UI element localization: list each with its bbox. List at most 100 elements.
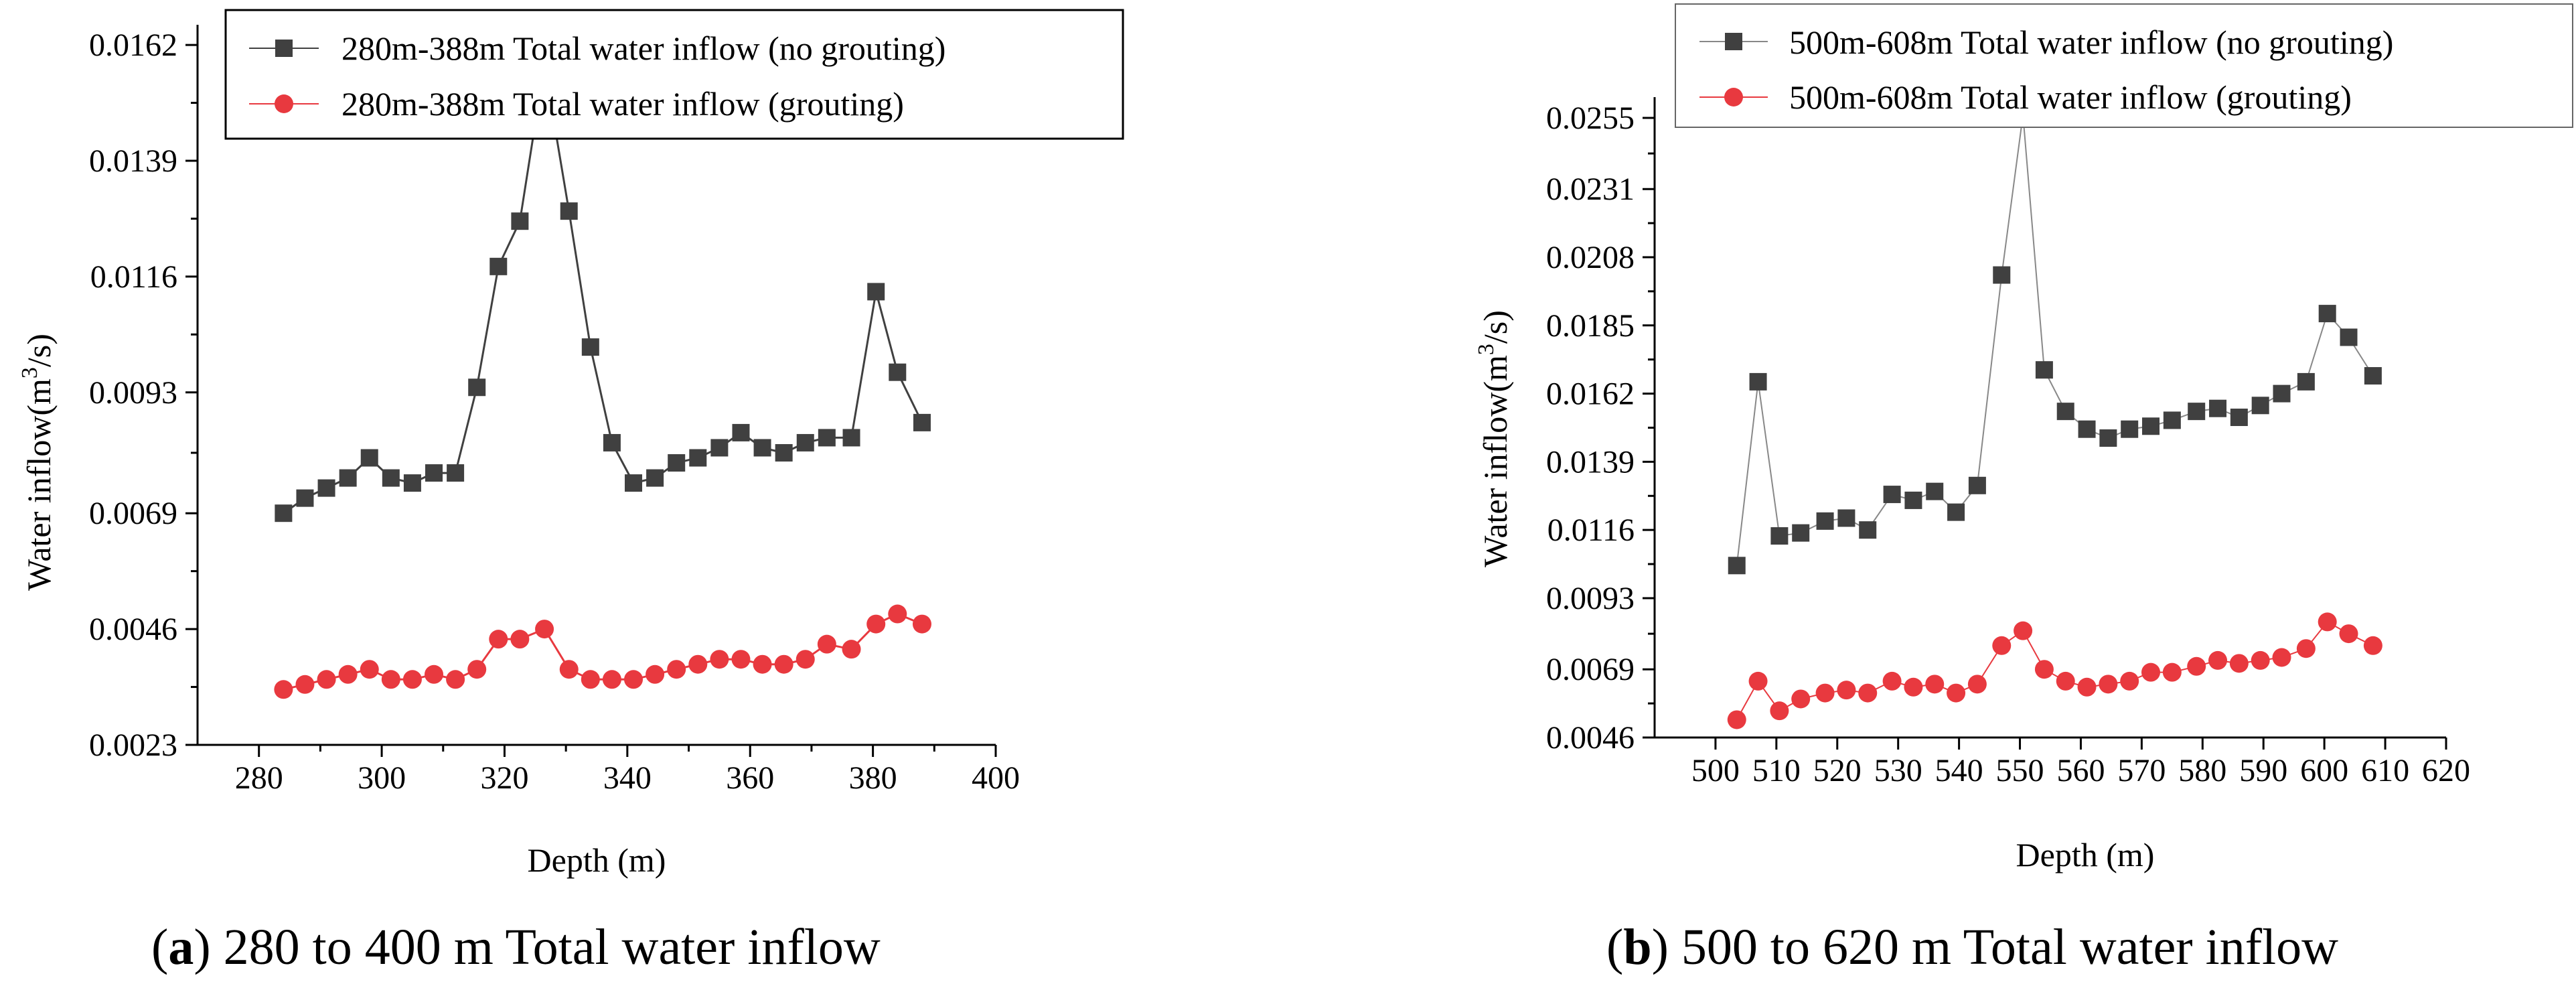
panel-b-series-1-point: [1925, 675, 1945, 694]
panel-a-x-tick-label: 340: [603, 760, 652, 796]
panel-b-y-title-main: Water inflow(m: [1476, 355, 1514, 567]
panel-b-legend-marker-no-grouting: [1725, 33, 1742, 50]
panel-b-series-0-point: [1947, 503, 1965, 521]
panel-b-x-tick-label: 560: [2056, 753, 2105, 788]
panel-a-caption-open: (: [151, 919, 168, 975]
panel-a-series-1-point: [360, 660, 379, 679]
panel-b-series-0-point: [1728, 557, 1746, 575]
panel-b-series-1-point: [2034, 660, 2054, 679]
panel-a-plot: 280 300 320 340 360 380 400 0.0023 0.0046 0.0069 0…: [89, 25, 1020, 796]
panel-b-x-tick-label: 620: [2422, 753, 2470, 788]
panel-b-series-1-point: [1882, 671, 1902, 691]
panel-a-series-0-point: [317, 479, 335, 497]
panel-a-series-1-point: [624, 670, 643, 689]
panel-b-series-0-point: [2230, 409, 2248, 426]
panel-b-x-tick-label: 610: [2361, 753, 2409, 788]
panel-b-y-axis-title: Water inflow(m3/s): [1474, 310, 1514, 567]
panel-a-series-0-point: [339, 469, 357, 487]
panel-a-series-0-point: [360, 449, 378, 467]
panel-b-series-1-point: [1837, 681, 1856, 700]
panel-b-y-title-sup: 3: [1474, 344, 1499, 355]
panel-b-series-1-point: [2141, 662, 2161, 682]
panel-b-series-0-point: [1993, 266, 2011, 284]
panel-a-series-1-point: [535, 620, 554, 639]
panel-a-x-tick-label: 400: [972, 760, 1020, 796]
panel-a-series-1-point: [753, 654, 772, 674]
panel-a-series-1-point: [295, 675, 315, 694]
panel-b-series-1-point: [1904, 677, 1923, 697]
panel-b-series-0-point: [2142, 417, 2160, 435]
panel-a-series-0-point: [796, 433, 814, 451]
panel-b-series-1-point: [2339, 624, 2358, 644]
panel-a-series-1-point: [888, 604, 907, 624]
panel-b-series-0-point: [2163, 411, 2181, 429]
panel-a-series-0-point: [489, 257, 508, 275]
panel-a-series-0-point: [732, 423, 750, 441]
panel-a-series-1-point: [317, 670, 336, 689]
panel-b-legend-label-no-grouting: 500m-608m Total water inflow (no groutin…: [1789, 23, 2393, 61]
panel-b-series-0-point: [2078, 420, 2096, 438]
panel-a-series-1-point: [510, 630, 530, 649]
panel-b-series-1-point: [2318, 612, 2337, 632]
panel-b-caption-text: ) 500 to 620 m Total water inflow: [1652, 919, 2339, 975]
panel-b-series-0-point: [2056, 403, 2074, 421]
panel-b-y-tick-label: 0.0255: [1546, 100, 1635, 136]
panel-b-series-1-point: [1815, 683, 1835, 703]
panel-a-caption: (a) 280 to 400 m Total water inflow: [151, 919, 881, 975]
panel-b-series-1-point: [2099, 675, 2118, 694]
panel-a-series-1-point: [710, 650, 729, 669]
panel-a-y-tick-label: 0.0116: [90, 259, 177, 295]
panel-a-series-1-point: [402, 670, 422, 689]
panel-b-legend-marker-grouting: [1724, 88, 1743, 107]
panel-a-series-1-point: [559, 660, 579, 679]
panel-b-series-0-point: [1859, 521, 1877, 539]
panel-a-y-title-end: /s): [20, 334, 58, 367]
panel-a-caption-text: ) 280 to 400 m Total water inflow: [194, 919, 881, 975]
panel-a-series-0-point: [889, 363, 907, 381]
panel-b: 500 510 520 530 540 550 560 570 580 590 600 610 620 0…: [1474, 3, 2573, 975]
panel-a-series-1-point: [274, 680, 293, 699]
panel-b-series-0-point: [2099, 429, 2117, 447]
panel-b-x-tick-label: 540: [1935, 753, 1983, 788]
panel-b-caption-open: (: [1606, 919, 1623, 975]
panel-a-series-0-point: [581, 338, 599, 356]
panel-b-series-1-point: [2162, 662, 2182, 682]
panel-b-series-1-point: [2229, 654, 2249, 673]
panel-b-x-tick-label: 580: [2178, 753, 2226, 788]
panel-a-legend-label-no-grouting: 280m-388m Total water inflow (no groutin…: [342, 29, 945, 67]
panel-b-series-0-point: [1926, 482, 1944, 500]
panel-b-series-0-point: [1837, 509, 1855, 527]
panel-b-series-1-point: [1858, 683, 1878, 703]
panel-b-series-1-point: [2296, 639, 2316, 658]
panel-b-x-tick-label: 600: [2300, 753, 2348, 788]
panel-b-series-1-point: [2187, 656, 2206, 676]
panel-a-y-tick-label: 0.0093: [89, 375, 177, 411]
panel-a-series-0-point: [775, 443, 793, 462]
panel-a-series-0-point: [275, 504, 293, 522]
panel-a-y-axis-title: Water inflow(m3/s): [17, 334, 58, 591]
panel-a-series-0-point: [382, 469, 400, 487]
panel-a-series-0-point: [625, 474, 643, 492]
panel-a-series-0-point: [468, 378, 486, 397]
panel-a-y-title-sup: 3: [17, 367, 42, 378]
panel-b-series-0-point: [1792, 524, 1810, 542]
panel-a-series-0-point: [818, 429, 836, 447]
panel-b-series-1-point: [2363, 636, 2382, 655]
panel-b-series-1-point: [1727, 710, 1746, 729]
panel-a-series-0-point: [425, 464, 443, 482]
panel-a-x-tick-label: 380: [849, 760, 897, 796]
panel-b-x-tick-label: 500: [1691, 753, 1740, 788]
panel-a-series-0-point: [753, 439, 771, 457]
panel-b-x-tick-label: 550: [1996, 753, 2044, 788]
panel-a-series-0-point: [603, 433, 621, 451]
panel-b-caption: (b) 500 to 620 m Total water inflow: [1606, 919, 2338, 975]
panel-b-y-tick-label: 0.0116: [1547, 512, 1635, 548]
panel-a-legend-marker-grouting: [275, 94, 293, 113]
panel-b-series-0-point: [2297, 372, 2315, 391]
panel-b-series-0-point: [1816, 512, 1834, 530]
panel-a-series-1-point: [817, 634, 836, 654]
panel-b-series-1-point: [2014, 621, 2033, 640]
panel-a-y-tick-label: 0.0023: [89, 727, 177, 763]
panel-a-series-0-point: [668, 454, 686, 472]
